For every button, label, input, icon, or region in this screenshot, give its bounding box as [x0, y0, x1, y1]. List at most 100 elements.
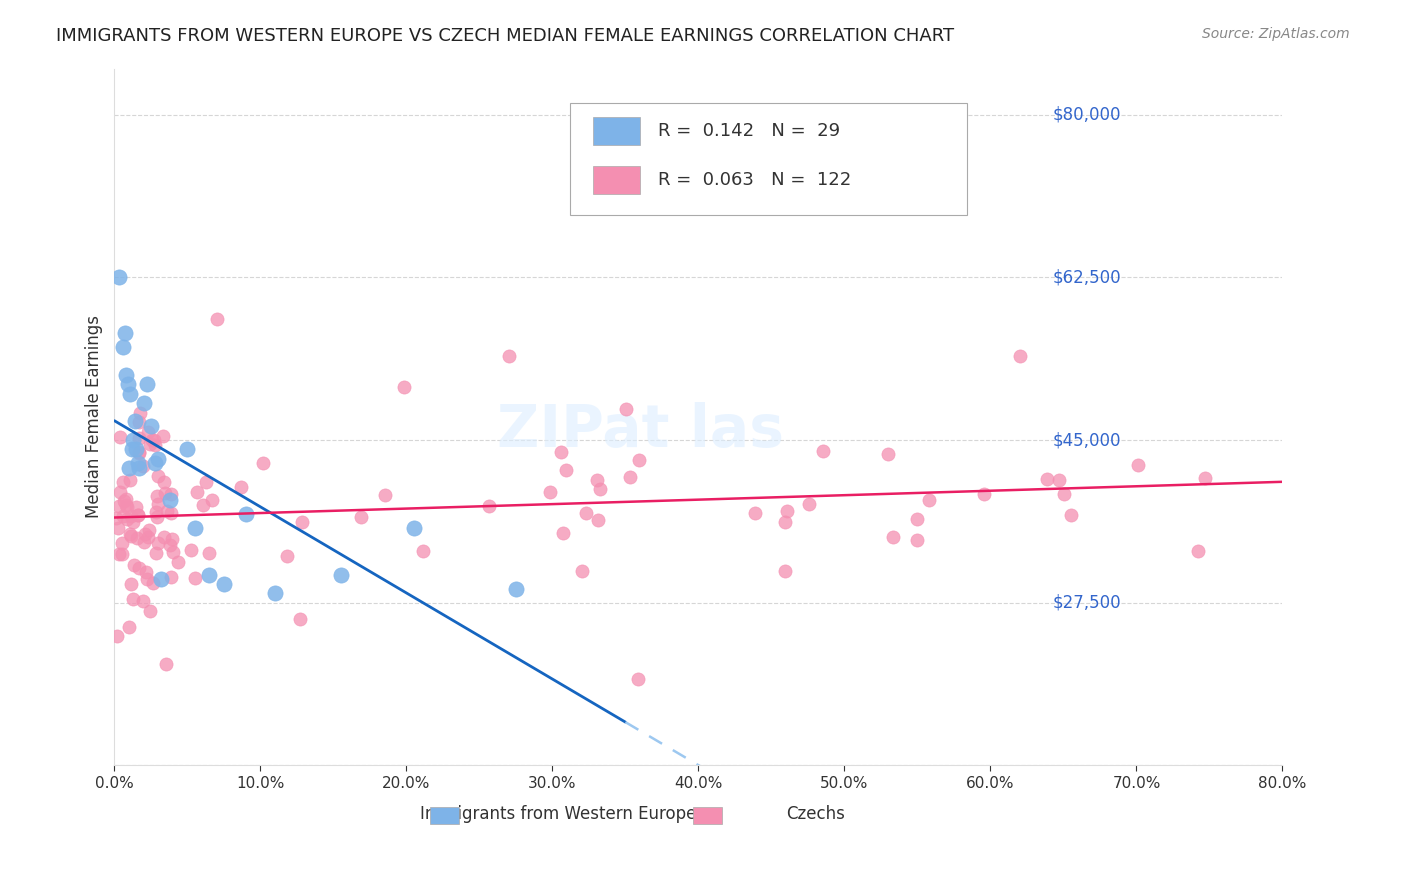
Text: Czechs: Czechs	[786, 805, 845, 822]
Point	[145, 505, 167, 519]
Point	[121, 577, 143, 591]
Point	[139, 437, 162, 451]
Point	[291, 515, 314, 529]
Point	[159, 569, 181, 583]
Text: R =  0.142   N =  29: R = 0.142 N = 29	[658, 122, 839, 140]
Point	[153, 475, 176, 489]
Point	[614, 402, 637, 417]
Point	[134, 535, 156, 549]
Text: Source: ZipAtlas.com: Source: ZipAtlas.com	[1202, 27, 1350, 41]
Point	[166, 555, 188, 569]
Point	[115, 368, 138, 382]
Point	[212, 577, 235, 591]
FancyBboxPatch shape	[430, 807, 458, 824]
Point	[350, 510, 373, 524]
Point	[125, 500, 148, 514]
Point	[136, 425, 159, 440]
Point	[121, 592, 143, 607]
Point	[142, 434, 165, 448]
Point	[115, 500, 138, 515]
Point	[183, 521, 205, 535]
Point	[1060, 508, 1083, 523]
Point	[799, 497, 821, 511]
Point	[111, 536, 134, 550]
Point	[159, 493, 181, 508]
Point	[152, 530, 174, 544]
Point	[160, 533, 183, 547]
Point	[551, 525, 574, 540]
Point	[143, 456, 166, 470]
Point	[127, 456, 149, 470]
Point	[132, 458, 155, 473]
Point	[124, 414, 146, 428]
Point	[146, 496, 169, 510]
Point	[918, 492, 941, 507]
Point	[155, 657, 177, 671]
Point	[132, 396, 155, 410]
Point	[619, 470, 641, 484]
Point	[813, 443, 835, 458]
Point	[128, 431, 150, 445]
Point	[905, 533, 928, 547]
Point	[588, 483, 610, 497]
Point	[112, 493, 135, 508]
Point	[478, 499, 501, 513]
Point	[374, 488, 396, 502]
Point	[127, 508, 149, 522]
Point	[111, 547, 134, 561]
Point	[146, 489, 169, 503]
Text: $80,000: $80,000	[1052, 106, 1121, 124]
Point	[152, 429, 174, 443]
Point	[1008, 350, 1031, 364]
Text: $45,000: $45,000	[1052, 431, 1121, 449]
Point	[120, 529, 142, 543]
Point	[162, 544, 184, 558]
Point	[159, 506, 181, 520]
Point	[135, 377, 157, 392]
Point	[402, 521, 425, 535]
Point	[1187, 544, 1209, 558]
Point	[905, 511, 928, 525]
Text: IMMIGRANTS FROM WESTERN EUROPE VS CZECH MEDIAN FEMALE EARNINGS CORRELATION CHART: IMMIGRANTS FROM WESTERN EUROPE VS CZECH …	[56, 27, 955, 45]
Point	[128, 446, 150, 460]
Point	[128, 461, 150, 475]
Point	[252, 456, 274, 470]
Point	[128, 561, 150, 575]
Point	[160, 487, 183, 501]
Point	[184, 571, 207, 585]
Point	[153, 486, 176, 500]
Point	[773, 516, 796, 530]
Point	[120, 508, 142, 523]
Point	[1194, 471, 1216, 485]
Point	[111, 475, 134, 489]
Point	[1128, 458, 1150, 472]
FancyBboxPatch shape	[569, 103, 967, 215]
Point	[627, 453, 650, 467]
Point	[117, 377, 139, 392]
Point	[180, 542, 202, 557]
Point	[775, 504, 797, 518]
Point	[132, 594, 155, 608]
Point	[550, 445, 572, 459]
Point	[194, 475, 217, 490]
Point	[555, 463, 578, 477]
Point	[112, 509, 135, 524]
Text: R =  0.063   N =  122: R = 0.063 N = 122	[658, 171, 851, 189]
Point	[1053, 486, 1076, 500]
Point	[1036, 472, 1059, 486]
Y-axis label: Median Female Earnings: Median Female Earnings	[86, 315, 103, 518]
Point	[392, 380, 415, 394]
Point	[744, 506, 766, 520]
Point	[1047, 473, 1070, 487]
Point	[575, 506, 598, 520]
Point	[498, 350, 520, 364]
Point	[128, 406, 150, 420]
Point	[156, 504, 179, 518]
Point	[114, 326, 136, 341]
Point	[146, 510, 169, 524]
Point	[138, 523, 160, 537]
Point	[264, 586, 287, 600]
Text: $62,500: $62,500	[1052, 268, 1121, 286]
Point	[136, 530, 159, 544]
Point	[127, 508, 149, 522]
